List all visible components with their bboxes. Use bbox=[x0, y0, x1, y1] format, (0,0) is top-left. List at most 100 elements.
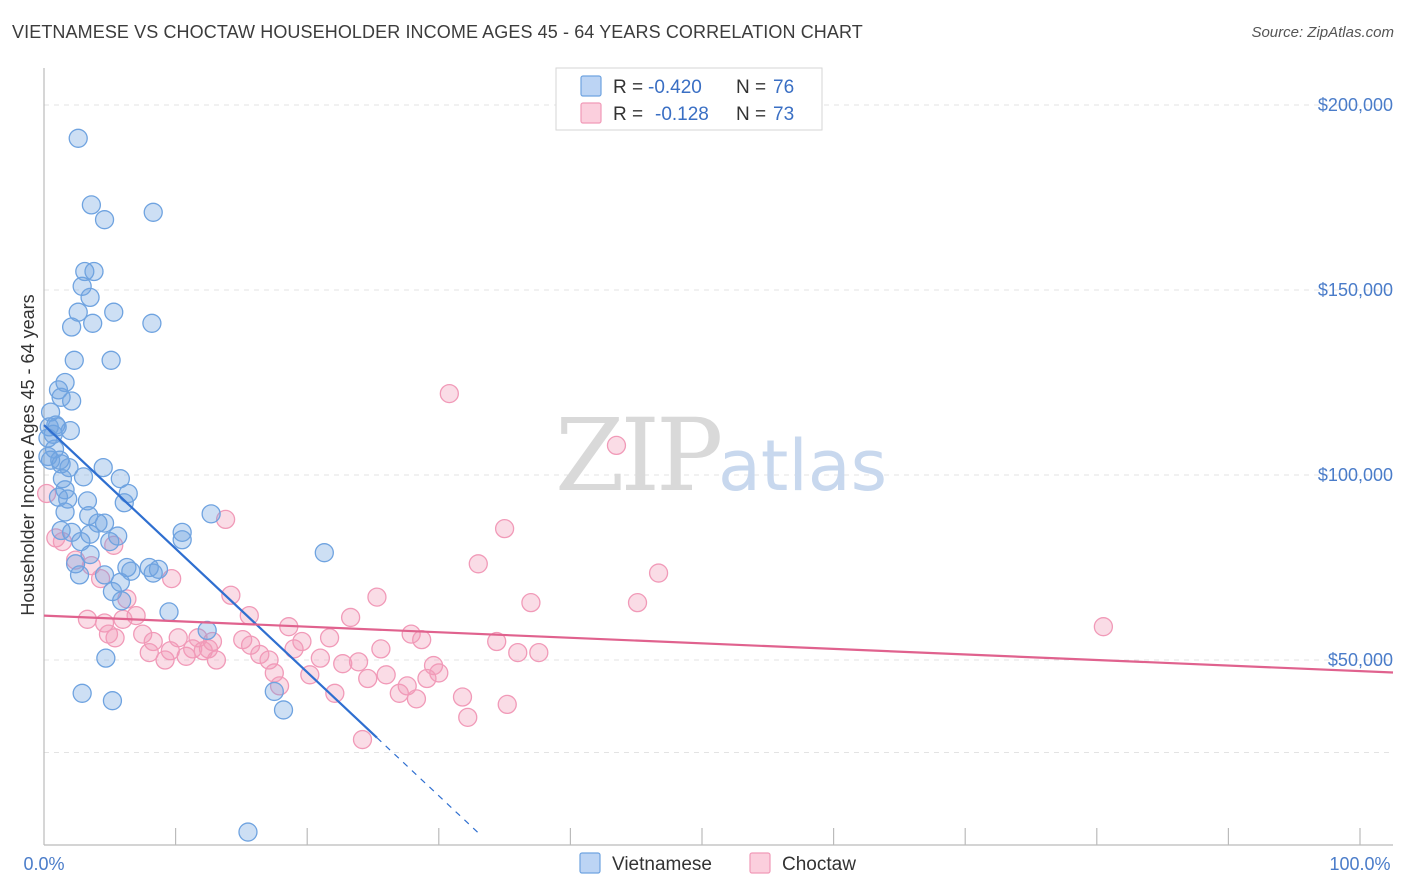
choctaw-point bbox=[139, 642, 159, 663]
vietnamese-point bbox=[110, 469, 130, 489]
choctaw-point bbox=[401, 624, 421, 644]
choctaw-point bbox=[439, 383, 459, 404]
choctaw-point bbox=[105, 628, 125, 648]
choctaw-point bbox=[348, 652, 369, 672]
choctaw-point bbox=[133, 624, 153, 644]
choctaw-point bbox=[412, 630, 432, 650]
choctaw-point bbox=[143, 631, 163, 652]
y-tick-labels: $50,000 $100,000 $150,000 $200,000 bbox=[1318, 95, 1393, 670]
vietnamese-point bbox=[101, 350, 121, 370]
watermark-atlas: atlas bbox=[718, 425, 887, 507]
choctaw-point bbox=[215, 509, 236, 530]
choctaw-point bbox=[397, 676, 417, 696]
legend-choctaw-r-value: -0.128 bbox=[655, 104, 709, 125]
vietnamese-point bbox=[59, 457, 79, 478]
vietnamese-point bbox=[104, 302, 124, 322]
vietnamese-point bbox=[61, 391, 82, 411]
vietnamese-point bbox=[114, 493, 134, 513]
choctaw-point bbox=[521, 593, 541, 613]
legend-choctaw-n-label: N = bbox=[736, 104, 766, 125]
legend-stats: R = -0.420 N = 76 R = -0.128 N = 73 bbox=[555, 67, 823, 131]
vietnamese-point bbox=[55, 372, 75, 393]
choctaw-point bbox=[352, 729, 373, 750]
legend-vietnamese-n-label: N = bbox=[736, 77, 766, 98]
choctaw-point bbox=[429, 663, 449, 683]
vietnamese-point bbox=[71, 531, 91, 552]
legend-vietnamese-r-label: R = bbox=[613, 77, 643, 98]
vietnamese-point bbox=[69, 565, 90, 585]
vietnamese-point bbox=[143, 202, 163, 222]
vietnamese-point bbox=[48, 380, 69, 400]
choctaw-point bbox=[333, 654, 353, 674]
choctaw-point bbox=[487, 631, 507, 652]
vietnamese-point bbox=[142, 313, 162, 333]
choctaw-point bbox=[389, 683, 409, 703]
vietnamese-point bbox=[159, 602, 179, 622]
y-tick-label: $150,000 bbox=[1318, 280, 1393, 300]
choctaw-point bbox=[1093, 617, 1114, 637]
vietnamese-point bbox=[80, 287, 100, 308]
choctaw-point bbox=[221, 585, 241, 605]
vietnamese-point bbox=[172, 530, 192, 550]
choctaw-point bbox=[340, 607, 361, 628]
choctaw-point bbox=[417, 668, 437, 689]
vietnamese-point bbox=[61, 317, 82, 337]
choctaw-point bbox=[36, 483, 57, 504]
x-tick-label-max: 100.0% bbox=[1329, 854, 1390, 874]
legend-bottom-choctaw-label: Choctaw bbox=[782, 854, 856, 875]
vietnamese-point bbox=[100, 531, 120, 552]
vietnamese-point bbox=[64, 350, 84, 370]
choctaw-point bbox=[367, 587, 387, 607]
choctaw-point bbox=[155, 650, 175, 670]
vietnamese-point bbox=[93, 457, 113, 478]
vietnamese-point bbox=[102, 691, 123, 711]
legend-series: Vietnamese Choctaw bbox=[579, 852, 856, 875]
vietnamese-point bbox=[143, 563, 163, 583]
source-label: Source: ZipAtlas.com bbox=[1251, 24, 1394, 41]
x-axis-ticks bbox=[175, 828, 1361, 845]
vietnamese-point bbox=[94, 565, 115, 585]
vietnamese-point bbox=[81, 195, 102, 215]
legend-bottom-choctaw-swatch bbox=[749, 852, 771, 874]
y-axis-label: Householder Income Ages 45 - 64 years bbox=[18, 294, 38, 615]
vietnamese-point bbox=[118, 483, 138, 504]
choctaw-point bbox=[627, 593, 648, 613]
choctaw-trend-line bbox=[43, 614, 1394, 674]
x-tick-label-min: 0.0% bbox=[23, 854, 64, 874]
choctaw-point bbox=[206, 650, 227, 670]
vietnamese-point bbox=[94, 210, 115, 230]
vietnamese-point bbox=[46, 415, 66, 435]
legend-choctaw-swatch bbox=[580, 102, 602, 124]
vietnamese-point bbox=[72, 683, 92, 703]
trend-lines bbox=[43, 424, 1394, 836]
vietnamese-point bbox=[68, 128, 88, 148]
y-tick-label: $50,000 bbox=[1328, 650, 1393, 670]
choctaw-point bbox=[508, 642, 528, 663]
vietnamese-point bbox=[96, 648, 116, 668]
vietnamese-point bbox=[84, 261, 104, 282]
choctaw-point bbox=[325, 683, 345, 703]
vietnamese-points bbox=[38, 128, 334, 842]
vietnamese-point bbox=[172, 522, 192, 542]
legend-choctaw-n-value: 73 bbox=[773, 104, 794, 125]
choctaw-point bbox=[176, 646, 196, 666]
vietnamese-point bbox=[201, 504, 221, 524]
vietnamese-point bbox=[94, 513, 115, 533]
y-tick-label: $100,000 bbox=[1318, 465, 1393, 485]
choctaw-point bbox=[269, 676, 290, 696]
legend-bottom-vietnamese-swatch bbox=[579, 852, 601, 874]
choctaw-point bbox=[529, 642, 549, 663]
choctaw-point bbox=[202, 631, 223, 652]
choctaw-point bbox=[468, 554, 488, 574]
chart-title: VIETNAMESE VS CHOCTAW HOUSEHOLDER INCOME… bbox=[12, 22, 863, 42]
vietnamese-point bbox=[148, 559, 169, 579]
choctaw-point bbox=[406, 689, 427, 709]
legend-vietnamese-r-value: -0.420 bbox=[648, 77, 702, 98]
choctaw-point bbox=[126, 605, 146, 626]
choctaw-point bbox=[310, 648, 331, 668]
vietnamese-point bbox=[314, 543, 334, 563]
choctaw-point bbox=[452, 687, 473, 707]
vietnamese-point bbox=[83, 313, 103, 333]
choctaw-point bbox=[606, 435, 627, 456]
